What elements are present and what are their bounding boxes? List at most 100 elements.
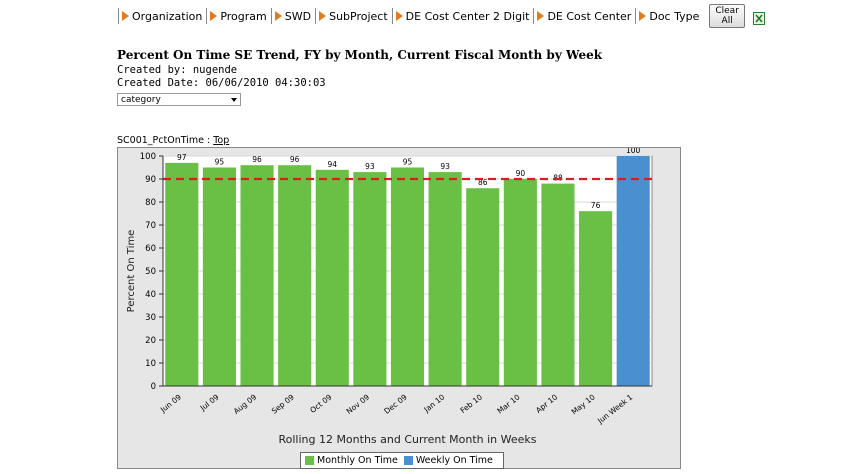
created-date: Created Date: 06/06/2010 04:30:03 bbox=[117, 77, 326, 89]
separator bbox=[391, 8, 393, 24]
bar-sep-09 bbox=[278, 165, 312, 386]
y-tick-label: 80 bbox=[145, 198, 156, 208]
separator bbox=[206, 8, 208, 24]
x-tick-label: Jul 09 bbox=[198, 392, 221, 413]
bar-value-label: 76 bbox=[591, 201, 601, 210]
bar-jul-09 bbox=[202, 167, 236, 386]
chart-panel: 0 10 20 30 40 50 60 70 80 90 100 97 Jun 09 95 Jul 09 96… bbox=[117, 146, 681, 469]
x-tick-label: Jun 09 bbox=[158, 392, 183, 414]
filter-label: Organization bbox=[132, 9, 203, 23]
filter-label: Program bbox=[220, 9, 267, 23]
bar-value-label: 94 bbox=[327, 160, 337, 169]
legend-item: Monthly On Time bbox=[305, 455, 398, 466]
created-by: Created by: nugende bbox=[117, 64, 238, 76]
filter-doc-type[interactable]: Doc Type bbox=[635, 8, 699, 24]
bar-value-label: 86 bbox=[478, 178, 488, 187]
arrow-right-icon bbox=[395, 11, 403, 21]
x-tick-label: Jun Week 1 bbox=[595, 392, 634, 426]
x-tick-label: Nov 09 bbox=[345, 392, 372, 416]
y-tick-label: 0 bbox=[151, 382, 156, 392]
bar-oct-09 bbox=[315, 169, 349, 386]
filter-subproject[interactable]: SubProject bbox=[315, 8, 388, 24]
y-tick-label: 90 bbox=[145, 175, 156, 185]
arrow-right-icon bbox=[639, 11, 647, 21]
category-select[interactable]: category bbox=[117, 93, 241, 106]
legend-label: Monthly On Time bbox=[317, 455, 398, 466]
report-title: Percent On Time SE Trend, FY by Month, C… bbox=[117, 48, 603, 62]
separator bbox=[118, 8, 119, 24]
x-tick-label: Mar 10 bbox=[495, 392, 521, 415]
bar-jan-10 bbox=[428, 172, 462, 386]
excel-icon[interactable] bbox=[752, 10, 765, 25]
filter-program[interactable]: Program bbox=[206, 8, 267, 24]
legend-item: Weekly On Time bbox=[403, 455, 493, 466]
bar-dec-09 bbox=[390, 167, 425, 386]
bar-feb-10 bbox=[466, 188, 500, 386]
y-tick-label: 60 bbox=[145, 244, 156, 254]
filter-label: DE Cost Center 2 Digit bbox=[405, 9, 530, 23]
x-axis-title: Rolling 12 Months and Current Month in W… bbox=[278, 433, 536, 446]
bar-nov-09 bbox=[353, 172, 387, 386]
x-tick-label: Aug 09 bbox=[232, 392, 259, 416]
bar-aug-09 bbox=[240, 165, 274, 386]
percent-on-time-chart: 0 10 20 30 40 50 60 70 80 90 100 97 Jun 09 95 Jul 09 96… bbox=[126, 146, 653, 446]
bar-apr-10 bbox=[541, 183, 575, 386]
arrow-right-icon bbox=[122, 11, 129, 21]
bar-may-10 bbox=[579, 211, 613, 386]
x-tick-label: May 10 bbox=[570, 392, 597, 416]
separator bbox=[315, 8, 317, 24]
breadcrumb-top-link[interactable]: Top bbox=[213, 135, 230, 146]
y-axis-title: Percent On Time bbox=[126, 230, 137, 313]
filter-de-cost-center-2-digit[interactable]: DE Cost Center 2 Digit bbox=[391, 8, 530, 24]
y-tick-label: 10 bbox=[145, 359, 156, 369]
arrow-right-icon bbox=[537, 11, 545, 21]
breadcrumb-prefix: SC001_PctOnTime : bbox=[117, 135, 214, 146]
y-tick-label: 70 bbox=[145, 221, 156, 231]
filter-toolbar: Organization Program SWD SubProject DE Cost … bbox=[118, 4, 765, 28]
filter-label: Doc Type bbox=[649, 9, 700, 23]
bar-jun-09 bbox=[165, 162, 199, 386]
arrow-right-icon bbox=[274, 11, 282, 21]
bar-value-label: 90 bbox=[516, 169, 526, 178]
chart-legend: Monthly On Time Weekly On Time bbox=[300, 452, 504, 469]
category-select-value: category bbox=[121, 95, 161, 105]
y-tick-label: 20 bbox=[145, 336, 156, 346]
x-tick-label: Oct 09 bbox=[308, 392, 333, 415]
bar-value-label: 93 bbox=[365, 162, 375, 171]
bar-value-label: 95 bbox=[215, 158, 225, 167]
y-tick-label: 40 bbox=[145, 290, 156, 300]
filter-label: SubProject bbox=[329, 9, 388, 23]
separator bbox=[270, 8, 272, 24]
x-tick-label: Sep 09 bbox=[270, 392, 296, 415]
bar-jun-week-1 bbox=[616, 156, 650, 386]
x-tick-label: Feb 10 bbox=[459, 392, 485, 415]
bar-value-label: 96 bbox=[290, 155, 300, 164]
arrow-right-icon bbox=[210, 11, 218, 21]
x-tick-label: Apr 10 bbox=[534, 392, 559, 415]
y-tick-label: 30 bbox=[145, 313, 156, 323]
bar-value-label: 93 bbox=[440, 162, 450, 171]
filter-swd[interactable]: SWD bbox=[270, 8, 312, 24]
y-tick-label: 100 bbox=[140, 152, 156, 162]
bar-value-label: 95 bbox=[403, 158, 413, 167]
bar-mar-10 bbox=[503, 179, 537, 386]
filter-de-cost-center[interactable]: DE Cost Center bbox=[533, 8, 631, 24]
legend-swatch bbox=[403, 456, 413, 465]
breadcrumb: SC001_PctOnTime : Top bbox=[117, 135, 229, 146]
chevron-down-icon bbox=[231, 98, 237, 102]
filter-organization[interactable]: Organization bbox=[118, 8, 202, 24]
bar-value-label: 96 bbox=[252, 155, 262, 164]
bar-value-label: 100 bbox=[626, 148, 641, 155]
filter-label: SWD bbox=[284, 9, 312, 23]
arrow-right-icon bbox=[319, 11, 327, 21]
legend-label: Weekly On Time bbox=[415, 455, 493, 466]
x-tick-label: Jan 10 bbox=[421, 392, 446, 414]
bar-value-label: 97 bbox=[177, 153, 187, 162]
separator bbox=[635, 8, 637, 24]
x-tick-label: Dec 09 bbox=[382, 392, 409, 416]
separator bbox=[533, 8, 535, 24]
filter-label: DE Cost Center bbox=[547, 9, 632, 23]
legend-swatch bbox=[305, 456, 314, 465]
clear-all-button[interactable]: Clear All bbox=[709, 4, 745, 28]
y-tick-label: 50 bbox=[145, 267, 156, 277]
